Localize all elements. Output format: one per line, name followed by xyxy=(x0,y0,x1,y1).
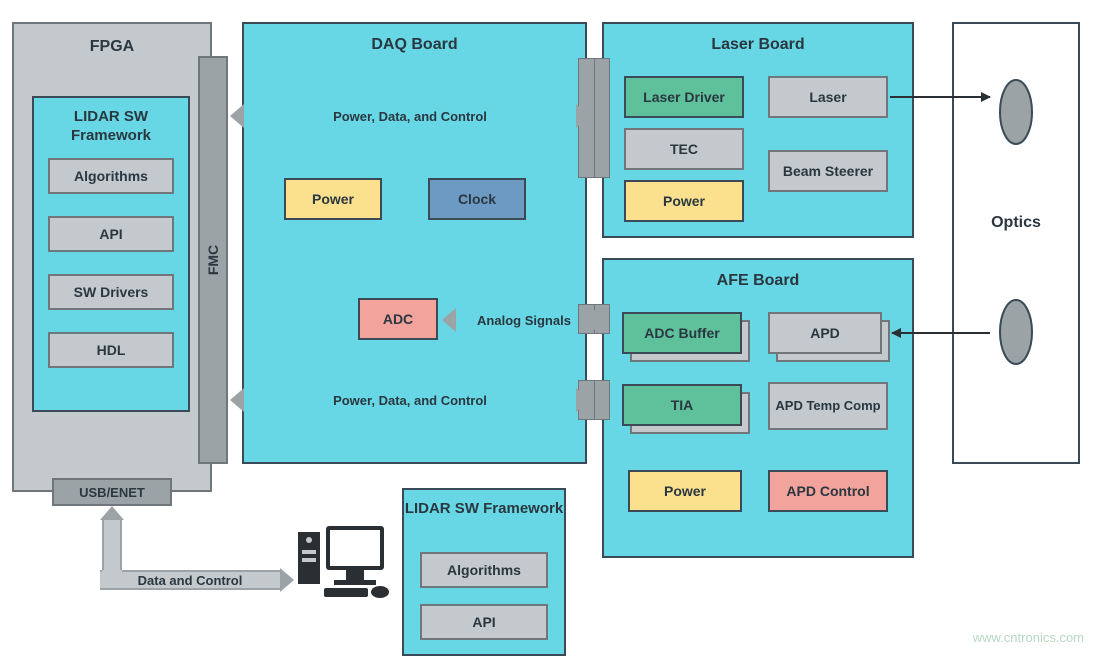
usb-enet-block: USB/ENET xyxy=(52,478,172,506)
arrow-usb-down xyxy=(100,520,124,570)
fpga-framework-title: LIDAR SW Framework xyxy=(34,108,188,146)
afe-apd-temp: APD Temp Comp xyxy=(768,382,888,430)
arrow-laser-to-optics xyxy=(890,96,990,98)
bottom-item-api: API xyxy=(420,604,548,640)
fpga-title: FPGA xyxy=(14,38,210,56)
optics-title: Optics xyxy=(954,214,1078,232)
laser-laser-label: Laser xyxy=(809,89,846,105)
fpga-item-0-label: Algorithms xyxy=(74,168,148,184)
afe-apd-label: APD xyxy=(810,325,840,341)
laser-power: Power xyxy=(624,180,744,222)
fpga-item-hdl: HDL xyxy=(48,332,174,368)
daq-adc: ADC xyxy=(358,298,438,340)
daq-title: DAQ Board xyxy=(244,36,585,54)
usb-enet-label: USB/ENET xyxy=(79,485,145,500)
afe-adc-buffer: ADC Buffer xyxy=(622,312,742,354)
laser-steerer: Beam Steerer xyxy=(768,150,888,192)
afe-tia: TIA xyxy=(622,384,742,426)
computer-icon xyxy=(294,520,394,600)
laser-power-label: Power xyxy=(663,193,705,209)
optics-lens-bottom xyxy=(992,296,1040,368)
arrow-data-control-label: Data and Control xyxy=(138,573,243,588)
daq-power: Power xyxy=(284,178,382,220)
laser-title: Laser Board xyxy=(604,36,912,54)
bottom-framework-title-text: LIDAR SW Framework xyxy=(405,500,563,517)
arrow-analog: Analog Signals xyxy=(456,308,592,332)
afe-connector-bot xyxy=(594,380,610,420)
laser-laser: Laser xyxy=(768,76,888,118)
fpga-item-algorithms: Algorithms xyxy=(48,158,174,194)
afe-apd-control: APD Control xyxy=(768,470,888,512)
laser-connector-left xyxy=(594,58,610,178)
watermark: www.cntronics.com xyxy=(973,630,1084,645)
laser-driver-label: Laser Driver xyxy=(643,89,725,105)
arrow-optics-to-apd xyxy=(892,332,990,334)
fpga-item-1-label: API xyxy=(99,226,122,242)
afe-power-label: Power xyxy=(664,483,706,499)
fpga-item-swdrivers: SW Drivers xyxy=(48,274,174,310)
fpga-item-3-label: HDL xyxy=(97,342,126,358)
daq-clock-label: Clock xyxy=(458,191,496,207)
afe-apd-temp-label: APD Temp Comp xyxy=(775,398,880,414)
optics-lens-top xyxy=(992,76,1040,148)
daq-clock: Clock xyxy=(428,178,526,220)
fmc-label: FMC xyxy=(205,245,221,275)
fpga-item-2-label: SW Drivers xyxy=(74,284,149,300)
afe-apd: APD xyxy=(768,312,882,354)
arrow-pdc-bot-label: Power, Data, and Control xyxy=(333,393,487,408)
daq-power-label: Power xyxy=(312,191,354,207)
bottom-item-1-label: API xyxy=(472,614,495,630)
bottom-framework-title: LIDAR SW Framework xyxy=(405,500,563,519)
laser-tec-label: TEC xyxy=(670,141,698,157)
afe-power: Power xyxy=(628,470,742,512)
arrow-pdc-bot: Power, Data, and Control xyxy=(244,388,576,412)
bottom-item-algorithms: Algorithms xyxy=(420,552,548,588)
afe-tia-label: TIA xyxy=(671,397,694,413)
afe-apd-control-label: APD Control xyxy=(786,483,869,499)
arrow-analog-label: Analog Signals xyxy=(477,313,571,328)
arrow-pdc-top: Power, Data, and Control xyxy=(244,104,576,128)
arrow-data-control: Data and Control xyxy=(100,568,280,592)
afe-title: AFE Board xyxy=(604,272,912,290)
fpga-framework-title-text: LIDAR SW Framework xyxy=(71,108,151,144)
fmc-bar: FMC xyxy=(198,56,228,464)
laser-tec: TEC xyxy=(624,128,744,170)
fpga-item-api: API xyxy=(48,216,174,252)
arrow-pdc-top-label: Power, Data, and Control xyxy=(333,109,487,124)
laser-driver: Laser Driver xyxy=(624,76,744,118)
bottom-item-0-label: Algorithms xyxy=(447,562,521,578)
afe-adc-buffer-label: ADC Buffer xyxy=(644,325,719,341)
daq-adc-label: ADC xyxy=(383,311,413,327)
laser-steerer-label: Beam Steerer xyxy=(783,163,873,179)
